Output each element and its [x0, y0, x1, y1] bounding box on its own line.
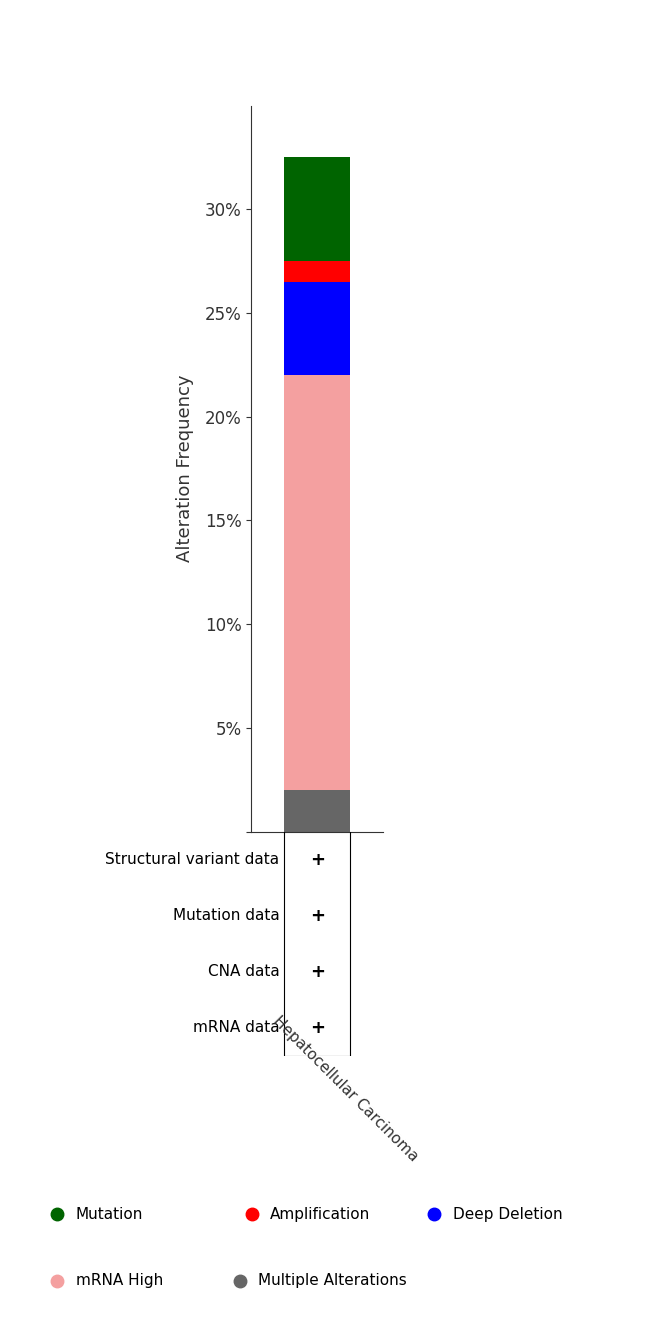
- Bar: [284, 791, 350, 832]
- Text: +: +: [310, 962, 325, 981]
- Text: +: +: [310, 907, 325, 925]
- Text: mRNA data: mRNA data: [193, 1020, 280, 1035]
- Text: +: +: [310, 1019, 325, 1038]
- Text: Deep Deletion: Deep Deletion: [453, 1206, 563, 1221]
- Y-axis label: Alteration Frequency: Alteration Frequency: [176, 375, 194, 562]
- Text: Mutation: Mutation: [75, 1206, 143, 1221]
- Bar: [284, 261, 350, 282]
- Text: +: +: [310, 850, 325, 869]
- Text: Hepatocellular Carcinoma: Hepatocellular Carcinoma: [270, 1014, 421, 1164]
- Bar: [284, 375, 350, 791]
- Text: Multiple Alterations: Multiple Alterations: [258, 1274, 407, 1288]
- Text: Structural variant data: Structural variant data: [106, 853, 280, 867]
- Bar: [284, 157, 350, 261]
- Text: Amplification: Amplification: [270, 1206, 370, 1221]
- Text: Mutation data: Mutation data: [173, 908, 280, 923]
- Bar: [284, 282, 350, 375]
- Text: CNA data: CNA data: [208, 965, 280, 979]
- Text: mRNA High: mRNA High: [75, 1274, 163, 1288]
